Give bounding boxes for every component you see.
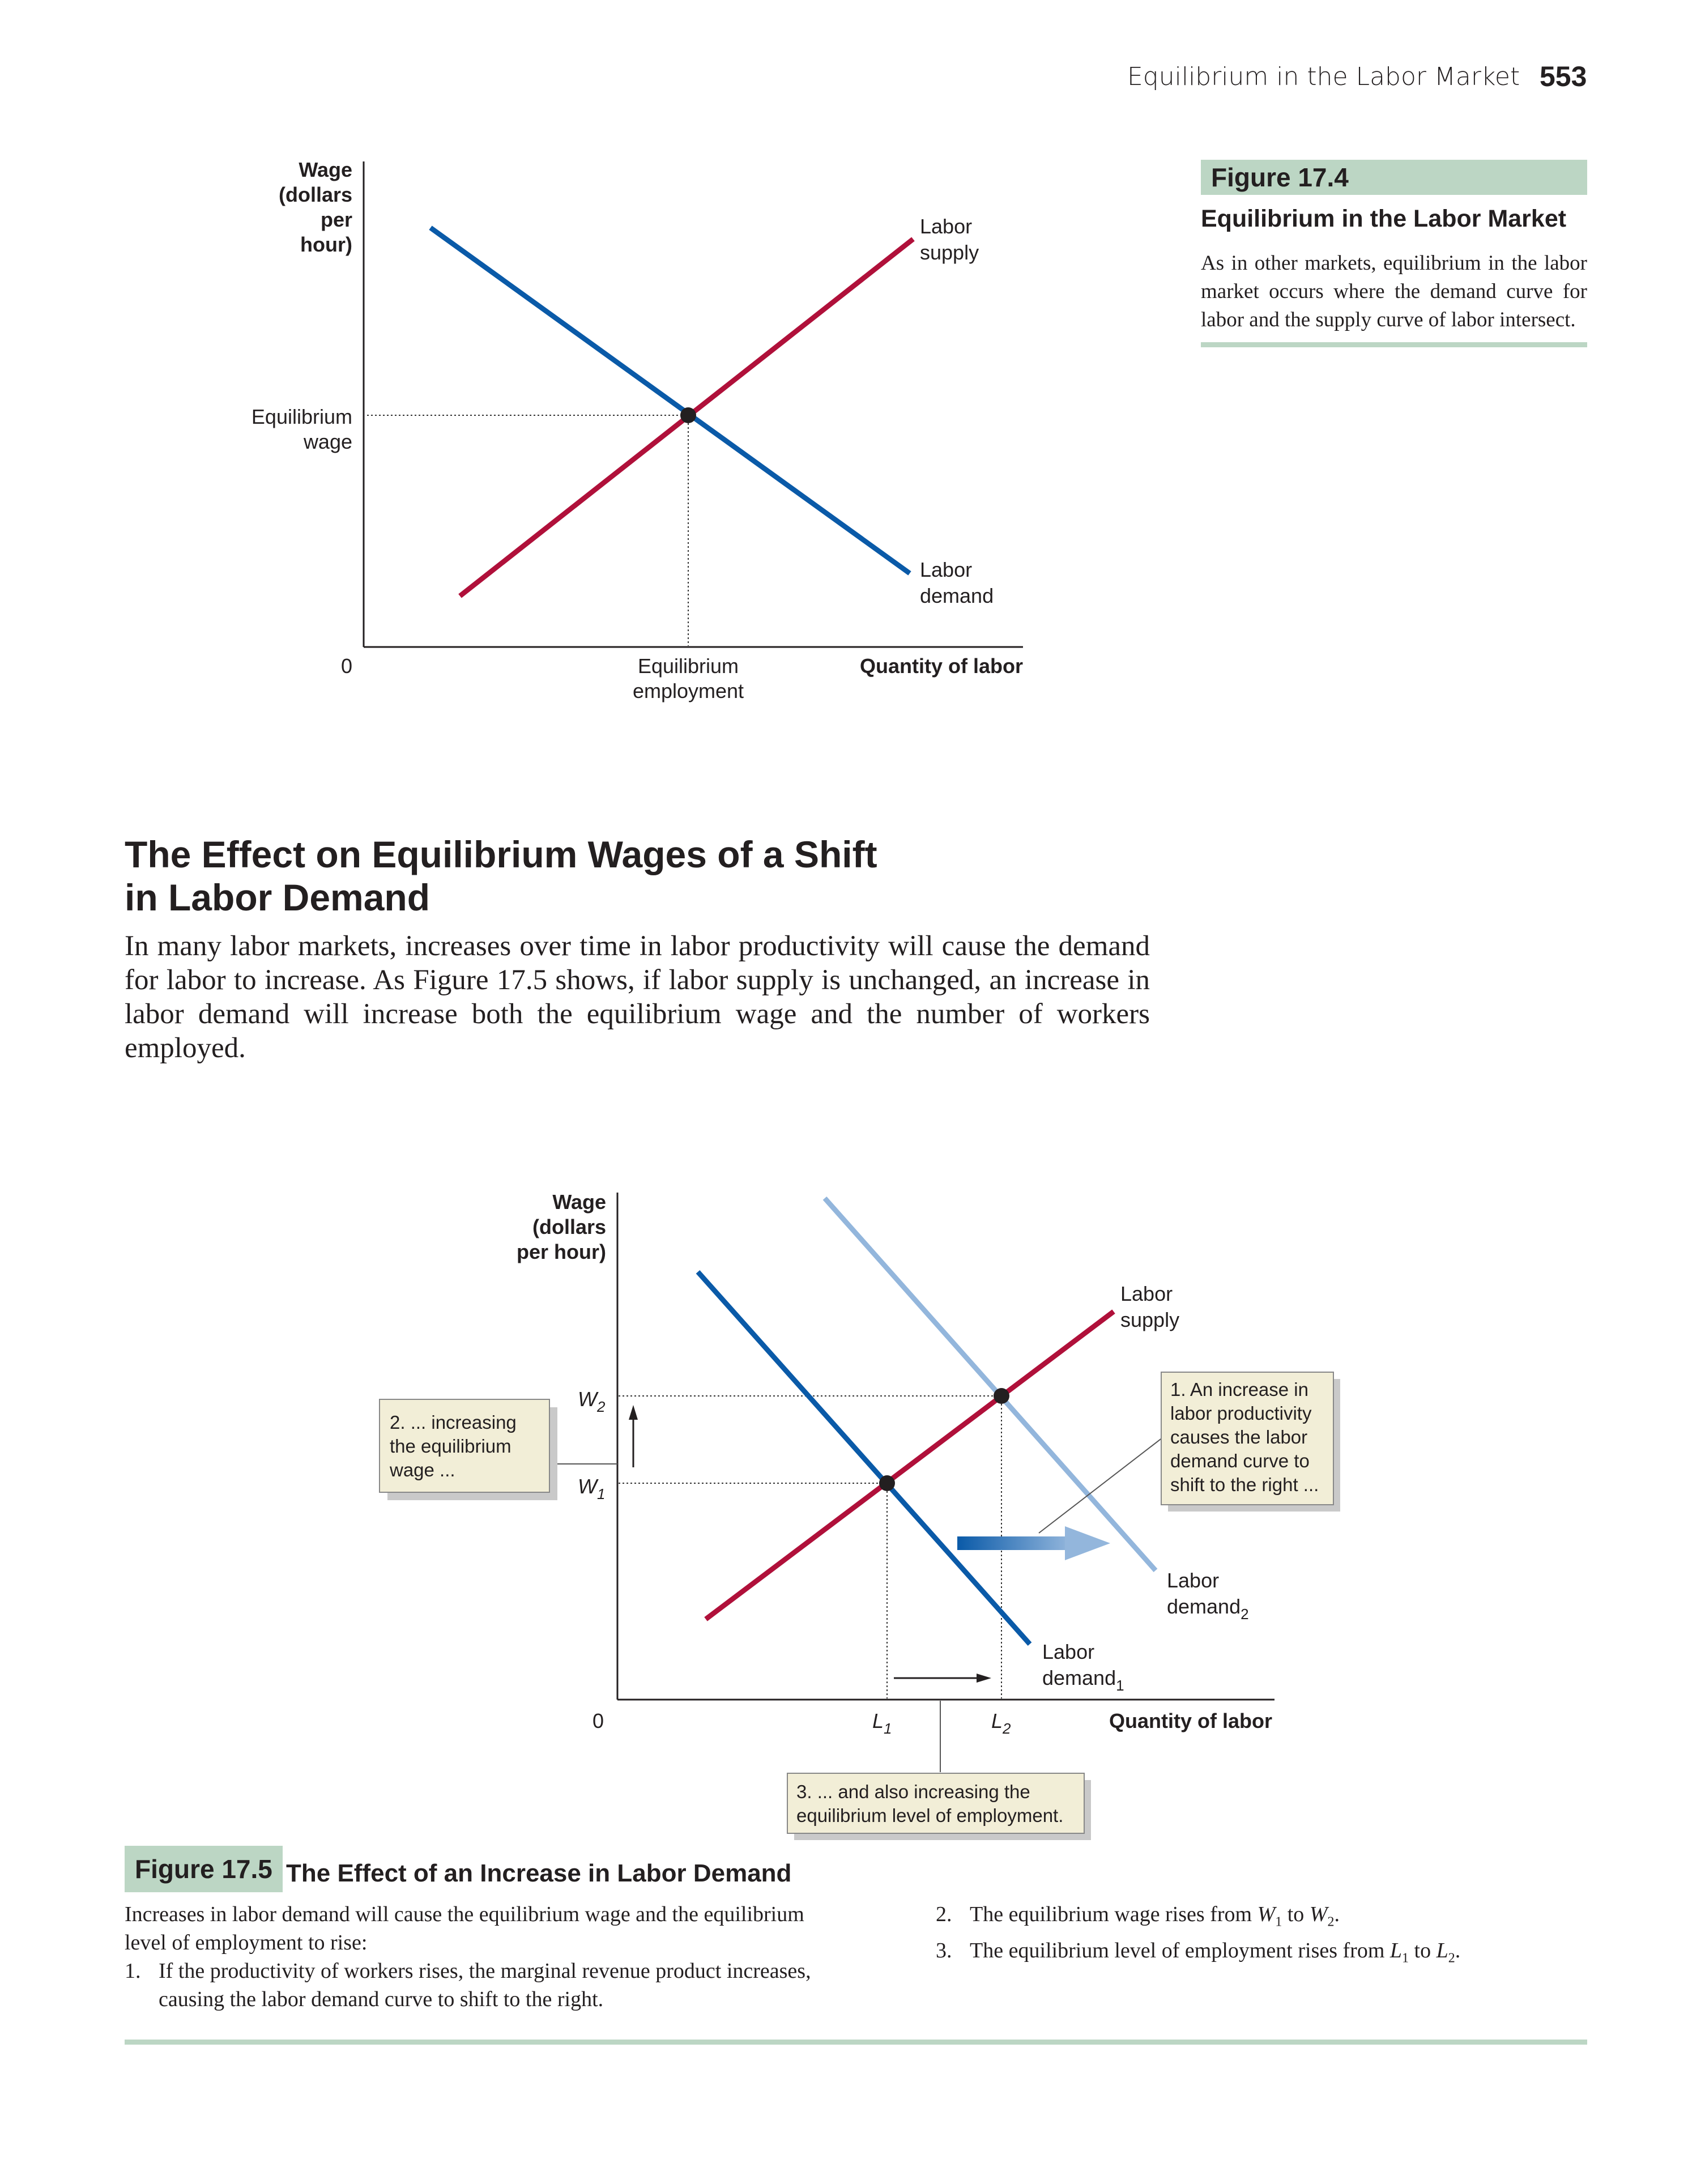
demand2-label: Labor <box>1167 1569 1219 1592</box>
figure-17-5-caption-left: Increases in labor demand will cause the… <box>125 1900 850 2013</box>
callout-3-box <box>787 1773 1085 1834</box>
callout-1-line: causes the labor <box>1170 1427 1307 1448</box>
x-axis-label: Quantity of labor <box>1109 1709 1272 1732</box>
supply-label: supply <box>920 241 979 264</box>
y-axis-label-line: per hour) <box>517 1240 606 1263</box>
eq-wage-label: wage <box>303 430 352 453</box>
figure-17-5-label: Figure 17.5 <box>125 1846 283 1892</box>
shift-arrow-icon <box>957 1536 1071 1550</box>
caption-item: 1. If the productivity of workers rises,… <box>125 1959 811 2011</box>
callout-1-line: demand curve to <box>1170 1450 1310 1471</box>
figure-17-5-caption-right: 2. The equilibrium wage rises from W1 to… <box>936 1900 1570 1972</box>
section-heading-line: in Labor Demand <box>125 876 430 918</box>
demand-label: Labor <box>920 558 972 581</box>
caption-item: 2. The equilibrium wage rises from W1 to… <box>936 1902 1340 1930</box>
figure-17-4-label: Figure 17.4 <box>1201 160 1587 195</box>
figure-17-5-title: The Effect of an Increase in Labor Deman… <box>286 1859 792 1887</box>
demand1-label: Labor <box>1042 1640 1094 1663</box>
demand1-label: demand1 <box>1042 1666 1124 1694</box>
demand2-label: demand2 <box>1167 1595 1249 1623</box>
callout-2-line: wage ... <box>389 1459 455 1480</box>
initial-equilibrium-point <box>879 1475 895 1491</box>
running-head-title: Equilibrium in the Labor Market <box>1127 62 1520 91</box>
callout-2-box <box>379 1399 550 1493</box>
eq-employment-label: Equilibrium <box>638 654 739 678</box>
figure-17-4-caption: As in other markets, equilibrium in the … <box>1201 252 1587 331</box>
y-axis-label-line: hour) <box>300 233 352 256</box>
callout-1-box <box>1161 1372 1334 1505</box>
figure-17-4-title: Equilibrium in the Labor Market <box>1201 205 1567 232</box>
l2-label: L2 <box>991 1709 1011 1737</box>
labor-supply-curve <box>704 1309 1115 1621</box>
page-number: 553 <box>1540 61 1587 92</box>
callout-1-leader <box>1038 1429 1173 1534</box>
eq-wage-label: Equilibrium <box>252 405 352 428</box>
y-axis-label-line: (dollars <box>279 183 352 206</box>
callout-2-line: 2. ... increasing <box>390 1412 517 1433</box>
employment-increase-arrowhead-icon <box>977 1674 991 1683</box>
section-heading-line: The Effect on Equilibrium Wages of a Shi… <box>125 833 877 875</box>
bottom-rule <box>125 2040 1587 2045</box>
labor-demand-1-curve <box>696 1270 1032 1646</box>
w1-label: W1 <box>578 1475 605 1502</box>
equilibrium-point <box>680 407 696 423</box>
callout-1-line: shift to the right ... <box>1170 1474 1319 1495</box>
supply-label: supply <box>1120 1308 1179 1331</box>
figure-17-5-graph: Wage (dollars per hour) 0 Quantity of la… <box>379 1190 1340 1840</box>
origin-label: 0 <box>341 654 352 678</box>
figure-17-4-graph: Wage (dollars per hour) Equilibrium wage… <box>252 158 1023 703</box>
wage-increase-arrowhead-icon <box>629 1405 638 1420</box>
callout-3-line: equilibrium level of employment. <box>796 1805 1063 1826</box>
y-axis-label-line: Wage <box>299 158 352 181</box>
l1-label: L1 <box>872 1709 892 1737</box>
eq-employment-label: employment <box>633 679 744 703</box>
labor-demand-curve <box>429 225 911 576</box>
callout-1-line: 1. An increase in <box>1170 1379 1308 1400</box>
w2-label: W2 <box>578 1387 606 1415</box>
caption-item: 3. The equilibrium level of employment r… <box>936 1938 1461 1966</box>
caption-intro: Increases in labor demand will cause the… <box>125 1902 804 1955</box>
caption-rule <box>1201 342 1587 347</box>
y-axis-label-line: (dollars <box>532 1215 606 1238</box>
y-axis-label-line: Wage <box>552 1190 606 1214</box>
callout-3-line: 3. ... and also increasing the <box>796 1781 1030 1802</box>
section-paragraph: In many labor markets, increases over ti… <box>125 930 1150 1064</box>
y-axis-label-line: per <box>321 208 352 231</box>
supply-label: Labor <box>920 215 972 238</box>
callout-2-line: the equilibrium <box>390 1436 511 1457</box>
callout-1-line: labor productivity <box>1170 1403 1312 1424</box>
section-heading: The Effect on Equilibrium Wages of a Shi… <box>125 833 877 919</box>
labor-demand-2-curve <box>822 1197 1158 1572</box>
x-axis-label: Quantity of labor <box>860 654 1023 678</box>
origin-label: 0 <box>592 1709 604 1732</box>
demand-label: demand <box>920 584 994 607</box>
shift-arrow-head-icon <box>1065 1526 1110 1560</box>
new-equilibrium-point <box>994 1388 1009 1404</box>
supply-label: Labor <box>1120 1282 1173 1305</box>
